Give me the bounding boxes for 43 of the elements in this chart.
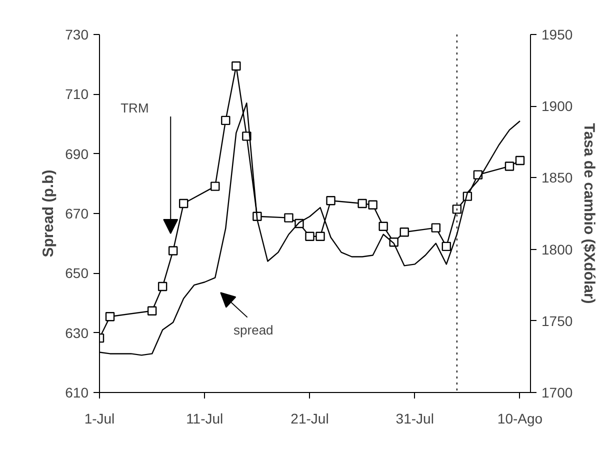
y-tick-label: 690 (65, 146, 89, 162)
y-tick-label: 610 (65, 384, 89, 400)
y2-tick-label: 1950 (542, 26, 573, 42)
x-tick-label: 11-Jul (186, 410, 224, 426)
y2-tick-label: 1800 (542, 241, 573, 258)
point (515, 156, 525, 166)
point (326, 196, 336, 206)
y2-tick-label: 1850 (542, 170, 573, 186)
y2-tick-label: 1700 (542, 384, 573, 400)
point (232, 61, 241, 71)
point (210, 182, 220, 191)
point (378, 222, 388, 231)
point (179, 198, 188, 208)
y2-tick-label: 1900 (542, 98, 573, 114)
x-tick-label: 21-Jul (290, 410, 329, 426)
point (284, 213, 294, 222)
point (221, 116, 230, 126)
y-tick-label: 670 (65, 206, 89, 222)
y-tick-label: 630 (65, 324, 89, 341)
point (316, 232, 325, 242)
y2-tick-label: 1750 (542, 312, 573, 329)
point (368, 200, 378, 210)
y-tick-label: 730 (65, 26, 89, 42)
point (431, 223, 440, 232)
point (442, 242, 451, 252)
point (452, 204, 462, 214)
annotation: TRM (120, 100, 149, 116)
point (504, 162, 514, 171)
y-tick-label: 650 (65, 265, 89, 282)
point (105, 312, 115, 322)
x-tick-label: 10-Ago (497, 410, 543, 426)
y2-axis-title: Tasa de cambio ($Xdólar) (580, 123, 598, 304)
y-axis-title: Spread (p.b) (40, 170, 58, 258)
point (358, 198, 367, 208)
point (147, 306, 157, 316)
y-tick-label: 710 (65, 86, 89, 102)
point (168, 246, 178, 256)
annotation: spread (234, 322, 274, 338)
x-tick-label: 31-Jul (396, 410, 434, 426)
point (158, 282, 168, 292)
x-tick-label: 1-Jul (84, 410, 115, 426)
point (305, 232, 314, 242)
point (400, 228, 409, 237)
